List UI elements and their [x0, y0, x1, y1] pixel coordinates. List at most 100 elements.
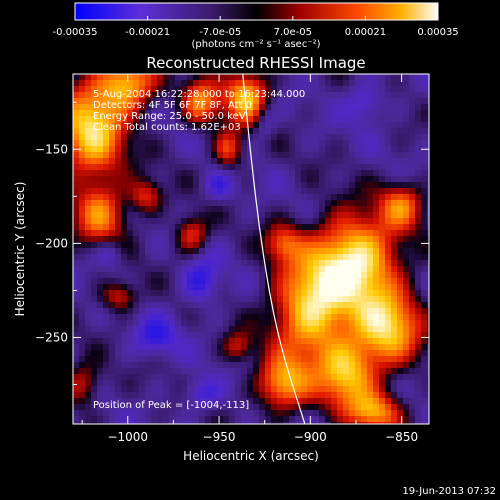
heatmap-cell: [139, 368, 146, 375]
heatmap-cell: [211, 194, 218, 201]
heatmap-cell: [331, 134, 338, 141]
heatmap-cell: [307, 260, 314, 267]
heatmap-cell: [379, 224, 386, 231]
heatmap-cell: [367, 110, 374, 117]
heatmap-cell: [181, 152, 188, 159]
heatmap-cell: [343, 284, 350, 291]
heatmap-cell: [139, 116, 146, 123]
heatmap-cell: [115, 362, 122, 369]
heatmap-cell: [139, 404, 146, 411]
heatmap-cell: [91, 362, 98, 369]
heatmap-cell: [283, 194, 290, 201]
heatmap-cell: [397, 374, 404, 381]
heatmap-cell: [295, 254, 302, 261]
heatmap-cell: [343, 110, 350, 117]
heatmap-cell: [379, 272, 386, 279]
heatmap-cell: [127, 350, 134, 357]
heatmap-cell: [403, 182, 410, 189]
heatmap-cell: [427, 176, 429, 183]
heatmap-cell: [235, 176, 242, 183]
heatmap-cell: [91, 368, 98, 375]
heatmap-cell: [325, 176, 332, 183]
heatmap-cell: [73, 86, 80, 93]
heatmap-cell: [73, 104, 80, 111]
heatmap-cell: [169, 206, 176, 213]
heatmap-cell: [415, 200, 422, 207]
heatmap-cell: [289, 296, 296, 303]
heatmap-cell: [403, 152, 410, 159]
heatmap-cell: [133, 254, 140, 261]
heatmap-cell: [385, 314, 392, 321]
heatmap-cell: [163, 248, 170, 255]
heatmap-cell: [385, 398, 392, 405]
heatmap-cell: [397, 242, 404, 249]
heatmap-cell: [97, 86, 104, 93]
heatmap-cell: [403, 86, 410, 93]
heatmap-cell: [163, 134, 170, 141]
heatmap-cell: [241, 230, 248, 237]
heatmap-cell: [151, 242, 158, 249]
heatmap-cell: [217, 302, 224, 309]
heatmap-cell: [211, 272, 218, 279]
heatmap-cell: [253, 146, 260, 153]
heatmap-cell: [235, 260, 242, 267]
heatmap-cell: [379, 338, 386, 345]
heatmap-cell: [211, 122, 218, 129]
heatmap-cell: [289, 278, 296, 285]
heatmap-cell: [151, 104, 158, 111]
heatmap-cell: [397, 248, 404, 255]
heatmap-cell: [277, 188, 284, 195]
heatmap-cell: [151, 212, 158, 219]
heatmap-cell: [325, 338, 332, 345]
heatmap-cell: [337, 308, 344, 315]
heatmap-cell: [361, 152, 368, 159]
heatmap-cell: [367, 356, 374, 363]
heatmap-cell: [217, 128, 224, 135]
heatmap-cell: [427, 416, 429, 423]
heatmap-cell: [109, 158, 116, 165]
heatmap-cell: [307, 404, 314, 411]
heatmap-cell: [253, 296, 260, 303]
heatmap-cell: [115, 398, 122, 405]
heatmap-cell: [145, 80, 152, 87]
heatmap-cell: [265, 146, 272, 153]
heatmap-cell: [199, 224, 206, 231]
heatmap-cell: [265, 122, 272, 129]
heatmap-cell: [133, 206, 140, 213]
heatmap-cell: [229, 368, 236, 375]
heatmap-cell: [223, 416, 230, 423]
heatmap-cell: [379, 392, 386, 399]
heatmap-cell: [157, 344, 164, 351]
heatmap-cell: [181, 218, 188, 225]
heatmap-cell: [91, 188, 98, 195]
heatmap-cell: [397, 176, 404, 183]
heatmap-cell: [175, 422, 182, 424]
heatmap-cell: [103, 254, 110, 261]
heatmap-cell: [331, 296, 338, 303]
heatmap-cell: [301, 314, 308, 321]
heatmap-cell: [163, 416, 170, 423]
heatmap-cell: [229, 266, 236, 273]
heatmap-cell: [193, 410, 200, 417]
heatmap-cell: [355, 332, 362, 339]
heatmap-cell: [127, 392, 134, 399]
heatmap-cell: [79, 254, 86, 261]
heatmap-cell: [271, 230, 278, 237]
heatmap-cell: [247, 314, 254, 321]
heatmap-cell: [91, 74, 98, 81]
heatmap-cell: [295, 338, 302, 345]
heatmap-cell: [373, 128, 380, 135]
heatmap-cell: [385, 320, 392, 327]
heatmap-cell: [133, 404, 140, 411]
heatmap-cell: [127, 116, 134, 123]
heatmap-cell: [115, 254, 122, 261]
heatmap-cell: [199, 200, 206, 207]
heatmap-cell: [235, 194, 242, 201]
heatmap-cell: [133, 164, 140, 171]
heatmap-cell: [379, 320, 386, 327]
heatmap-cell: [109, 374, 116, 381]
heatmap-cell: [289, 326, 296, 333]
heatmap-cell: [283, 182, 290, 189]
heatmap-cell: [187, 92, 194, 99]
heatmap-cell: [211, 86, 218, 93]
